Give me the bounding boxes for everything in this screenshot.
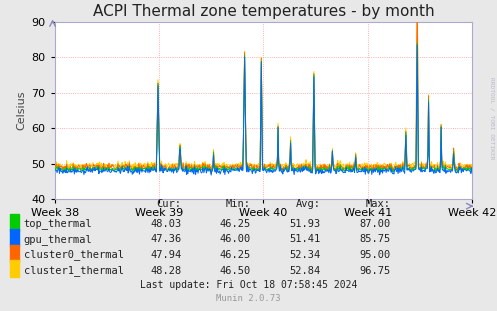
Text: 51.93: 51.93 [289,219,321,229]
Text: 47.94: 47.94 [150,250,181,260]
Text: 48.03: 48.03 [150,219,181,229]
Text: 46.50: 46.50 [220,266,251,276]
Text: 46.25: 46.25 [220,219,251,229]
Text: RRDTOOL / TOBI OETIKER: RRDTOOL / TOBI OETIKER [490,77,495,160]
Text: gpu_thermal: gpu_thermal [24,234,92,245]
Text: 46.25: 46.25 [220,250,251,260]
Text: cluster0_thermal: cluster0_thermal [24,249,124,261]
Text: 85.75: 85.75 [359,234,390,244]
Text: Munin 2.0.73: Munin 2.0.73 [216,294,281,303]
Title: ACPI Thermal zone temperatures - by month: ACPI Thermal zone temperatures - by mont… [92,4,434,19]
Text: Cur:: Cur: [157,199,181,209]
Text: 52.34: 52.34 [289,250,321,260]
Text: 95.00: 95.00 [359,250,390,260]
Text: cluster1_thermal: cluster1_thermal [24,265,124,276]
Text: 48.28: 48.28 [150,266,181,276]
Y-axis label: Celsius: Celsius [16,91,26,130]
Text: 46.00: 46.00 [220,234,251,244]
Text: 52.84: 52.84 [289,266,321,276]
Text: 87.00: 87.00 [359,219,390,229]
Text: Last update: Fri Oct 18 07:58:45 2024: Last update: Fri Oct 18 07:58:45 2024 [140,281,357,290]
Text: 47.36: 47.36 [150,234,181,244]
Text: 51.41: 51.41 [289,234,321,244]
Text: Min:: Min: [226,199,251,209]
Text: Max:: Max: [365,199,390,209]
Text: 96.75: 96.75 [359,266,390,276]
Text: Avg:: Avg: [296,199,321,209]
Text: top_thermal: top_thermal [24,218,92,230]
